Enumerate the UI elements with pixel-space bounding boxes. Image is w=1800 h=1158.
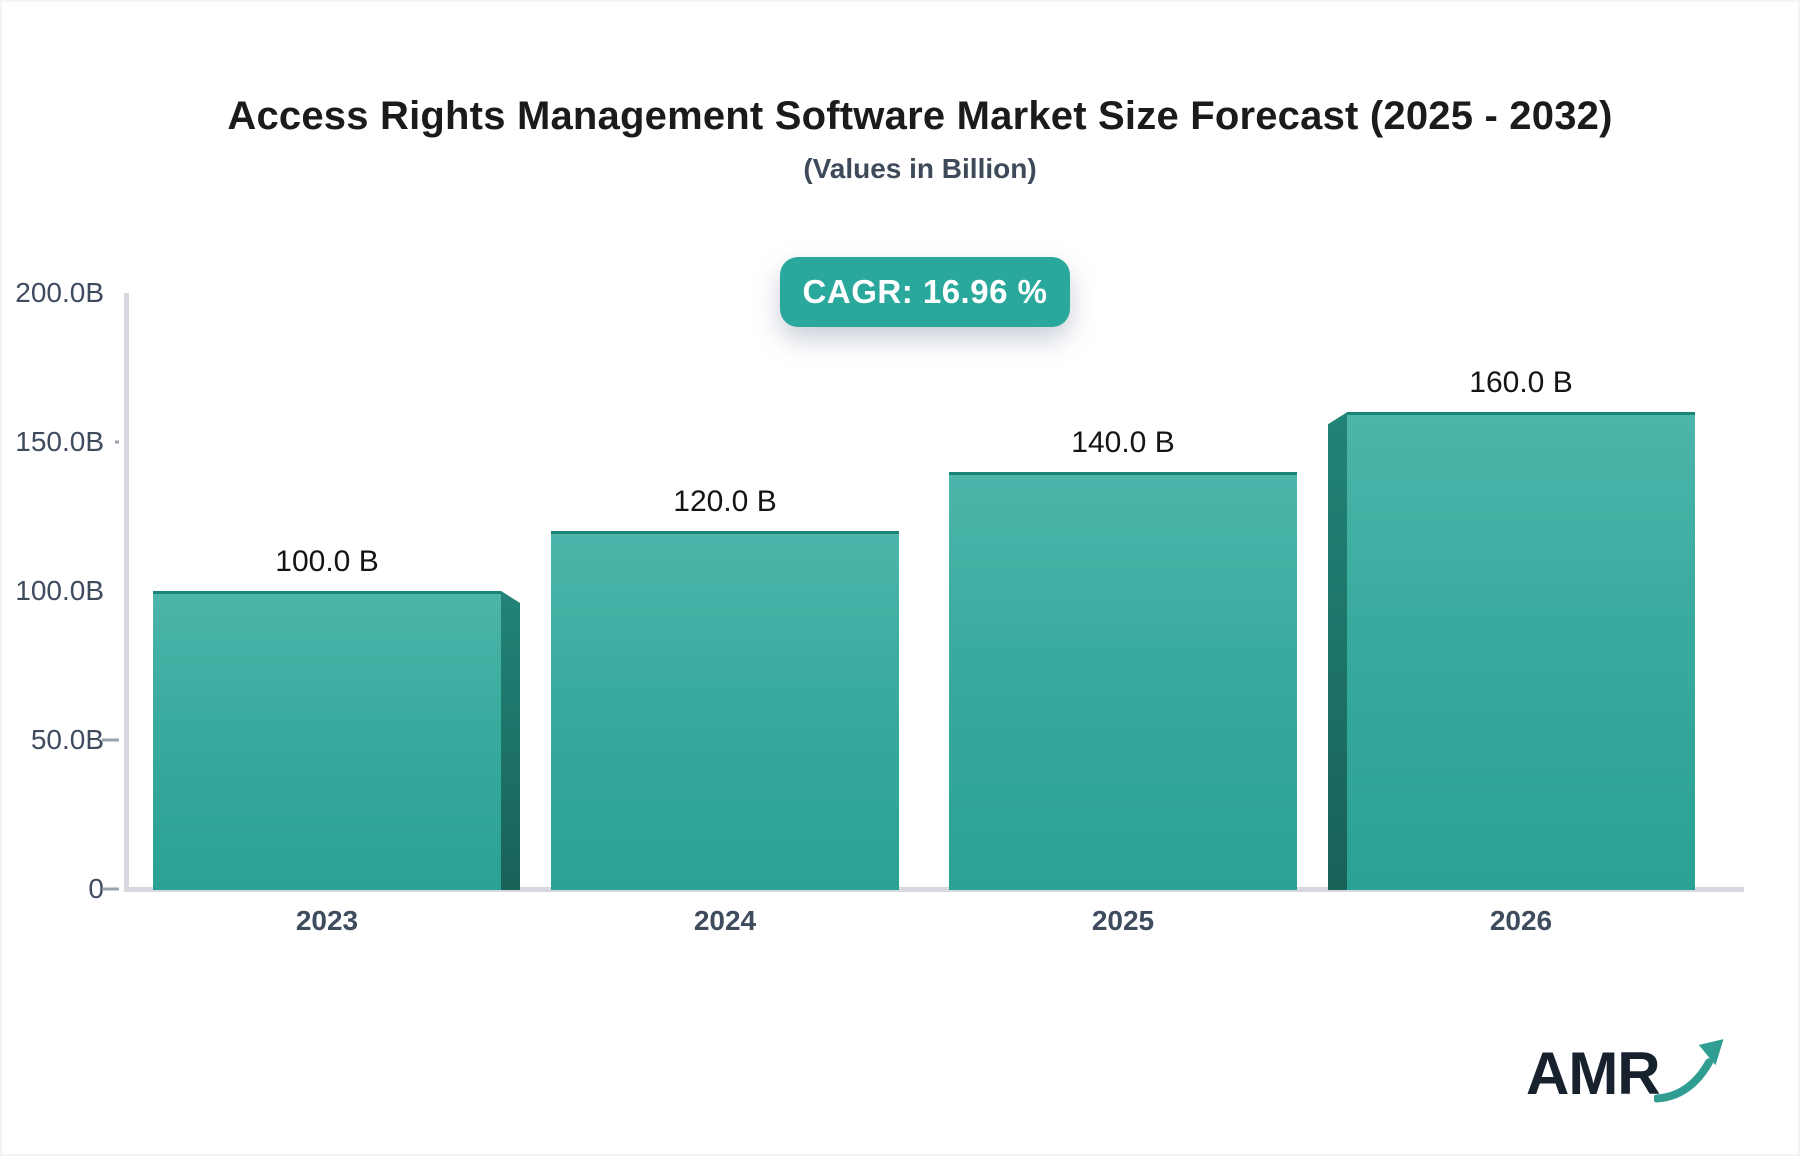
y-tick-dash (102, 738, 119, 742)
y-tick-label: 200.0B (15, 277, 104, 308)
chart-subtitle: (Values in Billion) (803, 153, 1037, 184)
bar-value-label: 120.0 B (673, 485, 777, 519)
bar-side-face (1328, 412, 1347, 890)
y-tick-label: 0 (88, 873, 104, 904)
bar (1347, 412, 1695, 890)
bar (153, 591, 501, 890)
bar-side-face (501, 591, 520, 890)
y-axis-line (124, 293, 129, 889)
x-tick-label: 2024 (693, 905, 757, 936)
bar-value-label: 100.0 B (275, 545, 379, 578)
chart-title: Access Rights Management Software Market… (227, 94, 1613, 138)
x-tick-label: 2026 (1489, 905, 1553, 936)
x-axis-line (124, 887, 1744, 892)
cagr-badge-label: CAGR: 16.96 % (802, 273, 1048, 310)
amr-logo-text: AMR (1526, 1040, 1661, 1107)
amr-logo: AMR (1526, 1034, 1726, 1114)
bar (949, 471, 1297, 890)
bar-value-label: 140.0 B (1071, 425, 1175, 459)
y-tick-dash (115, 440, 119, 444)
bar (551, 531, 899, 890)
x-tick-label: 2025 (1091, 905, 1155, 936)
chart-header: Access Rights Management Software Market… (42, 94, 1798, 185)
y-tick-label: 150.0B (15, 426, 104, 457)
bar-value-label: 160.0 B (1469, 366, 1573, 400)
y-tick-label: 100.0B (15, 575, 104, 606)
cagr-badge: CAGR: 16.96 % (780, 257, 1070, 327)
trend-up-arrow-icon (1653, 1039, 1724, 1103)
y-tick-dash (102, 887, 119, 891)
y-tick-label: 50.0B (30, 724, 104, 755)
x-tick-label: 2023 (295, 905, 359, 936)
